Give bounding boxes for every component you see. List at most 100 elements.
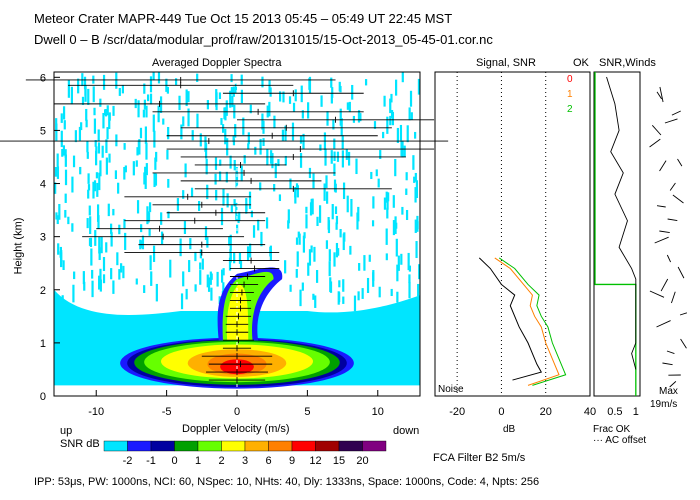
noise-speck <box>62 260 65 270</box>
noise-speck <box>340 118 343 136</box>
noise-speck <box>93 180 97 192</box>
noise-speck <box>143 99 146 110</box>
noise-speck <box>73 271 76 280</box>
noise-speck <box>405 209 409 221</box>
noise-speck <box>257 219 260 231</box>
noise-speck <box>95 172 98 179</box>
noise-speck <box>112 105 115 116</box>
noise-speck <box>345 149 348 160</box>
noise-speck <box>153 130 156 148</box>
noise-speck <box>353 295 357 312</box>
colorbar-tick-label: 12 <box>309 455 321 467</box>
noise-speck <box>371 220 375 227</box>
noise-speck <box>87 88 90 105</box>
noise-speck <box>240 89 243 104</box>
noise-speck <box>60 130 63 148</box>
noise-speck <box>396 291 399 303</box>
noise-speck <box>56 153 59 167</box>
noise-speck <box>341 150 344 168</box>
noise-speck <box>363 255 366 271</box>
noise-speck <box>135 160 138 167</box>
noise-speck <box>101 145 104 158</box>
noise-speck <box>307 102 310 119</box>
noise-speck <box>96 204 100 222</box>
noise-speck <box>180 293 184 310</box>
wind-barbs <box>649 86 688 388</box>
noise-speck <box>145 163 148 176</box>
noise-speck <box>294 89 297 102</box>
noise-speck <box>228 236 231 246</box>
noise-speck <box>273 184 276 192</box>
noise-speck <box>295 268 298 278</box>
noise-speck <box>145 142 148 160</box>
noise-speck <box>346 195 349 213</box>
wind-vector <box>656 320 671 328</box>
noise-speck <box>157 105 160 123</box>
noise-speck <box>395 222 398 229</box>
noise-speck <box>189 238 192 250</box>
noise-speck <box>93 118 97 134</box>
noise-speck <box>215 189 218 201</box>
colorbar-swatch <box>150 440 175 452</box>
noise-speck <box>123 166 126 180</box>
noise-speck <box>97 129 100 142</box>
noise-speck <box>273 115 276 129</box>
noise-speck <box>413 176 416 183</box>
noise-speck <box>214 157 218 170</box>
noise-speck <box>107 203 110 217</box>
noise-speck <box>338 81 341 92</box>
wind-vector <box>659 230 670 234</box>
noise-speck <box>346 102 349 110</box>
wind-vector <box>667 218 678 221</box>
noise-speck <box>415 180 418 199</box>
ac-offset-text: AC offset <box>605 435 647 446</box>
noise-speck <box>364 79 368 86</box>
noise-speck <box>64 149 67 158</box>
noise-speck <box>417 78 420 95</box>
noise-speck <box>220 207 224 226</box>
noise-speck <box>301 282 304 291</box>
noise-speck <box>136 147 139 156</box>
noise-speck <box>137 140 140 151</box>
noise-speck <box>356 212 359 230</box>
noise-speck <box>159 96 163 113</box>
noise-speck <box>407 252 410 271</box>
noise-speck <box>268 101 271 117</box>
noise-speck <box>182 271 185 287</box>
noise-speck <box>333 179 337 192</box>
noise-speck <box>141 235 145 250</box>
noise-speck <box>347 151 351 166</box>
noise-speck <box>302 133 305 150</box>
noise-speck <box>99 268 102 286</box>
noise-speck <box>320 95 323 107</box>
noise-speck <box>232 86 235 97</box>
noise-speck <box>80 122 83 131</box>
ok-frame <box>593 71 641 397</box>
down-label: down <box>393 425 420 437</box>
noise-speck <box>405 188 408 195</box>
doppler-y-tick-label: 6 <box>40 72 46 84</box>
noise-speck <box>152 245 156 262</box>
noise-speck <box>87 184 91 191</box>
noise-speck <box>98 275 101 290</box>
noise-speck <box>249 104 252 114</box>
noise-speck <box>91 269 94 279</box>
noise-speck <box>307 262 310 276</box>
noise-speck <box>284 155 287 166</box>
noise-speck <box>196 73 199 82</box>
noise-speck <box>95 150 98 166</box>
noise-speck <box>335 215 339 225</box>
doppler-y-tick-label: 3 <box>40 232 46 244</box>
noise-speck <box>330 93 333 104</box>
colorbar-tick-label: -2 <box>123 455 133 467</box>
doppler-panel-title: Averaged Doppler Spectra <box>152 57 282 69</box>
noise-speck <box>278 194 282 202</box>
noise-speck <box>379 150 382 160</box>
noise-speck <box>339 108 342 126</box>
colorbar-tick-label: 6 <box>265 455 271 467</box>
wind-vector <box>671 110 681 116</box>
noise-speck <box>298 233 301 245</box>
wind-vector <box>677 158 683 167</box>
noise-speck <box>62 106 66 120</box>
noise-speck <box>167 211 170 219</box>
